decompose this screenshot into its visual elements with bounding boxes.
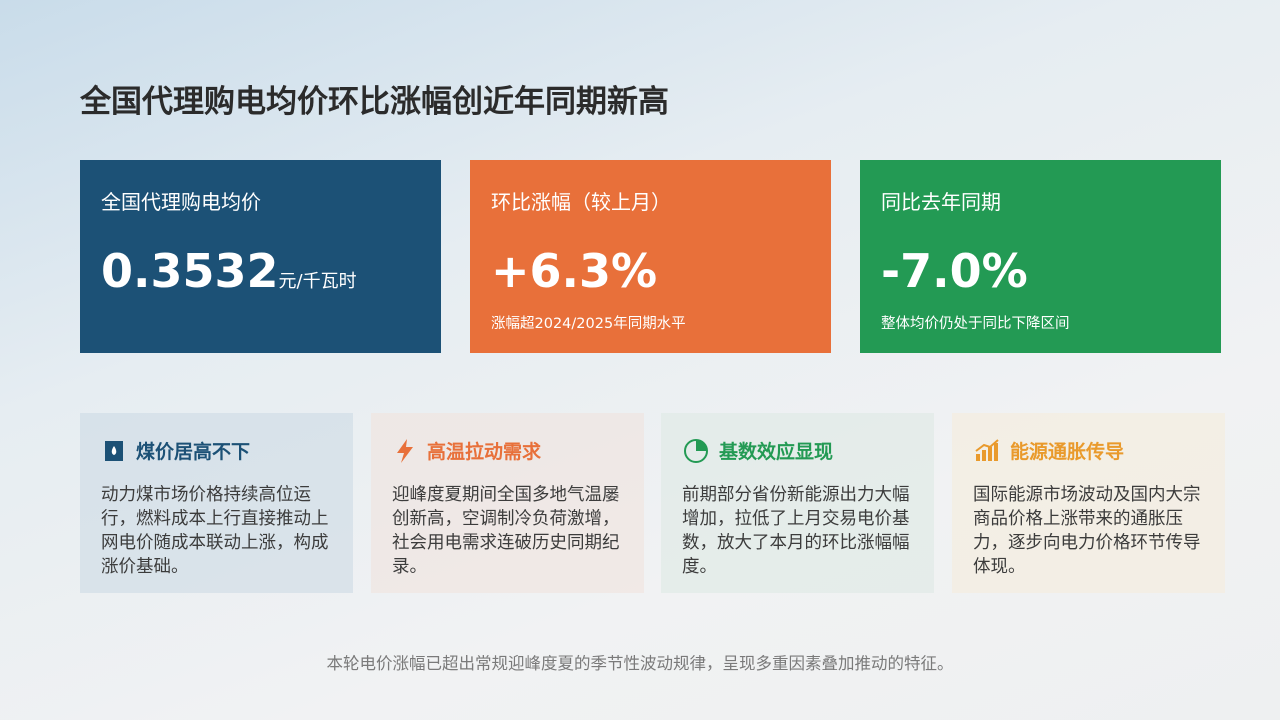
- icon: [684, 438, 708, 463]
- kpi-number: 0.3532: [101, 244, 279, 298]
- icon: [975, 438, 999, 461]
- icon: [397, 438, 413, 463]
- factor-card: 高温拉动需求 迎峰度夏期间全国多地气温屡创新高，空调制冷负荷激增，社会用电需求连…: [371, 413, 644, 593]
- kpi-label: 同比去年同期: [881, 190, 1001, 214]
- factor-card: 能源通胀传导 国际能源市场波动及国内大宗商品价格上涨带来的通胀压力，逐步向电力价…: [952, 413, 1225, 593]
- factor-head: 煤价居高不下: [102, 437, 250, 464]
- factor-title: 基数效应显现: [719, 441, 834, 463]
- factor-body: 国际能源市场波动及国内大宗商品价格上涨带来的通胀压力，逐步向电力价格环节传导体现…: [973, 485, 1201, 577]
- kpi-card: 环比涨幅（较上月） +6.3% 涨幅超2024/2025年同期水平: [470, 160, 831, 353]
- kpi-unit: 元/千瓦时: [278, 271, 357, 292]
- factor-head: 能源通胀传导: [974, 437, 1124, 464]
- factor-body: 前期部分省份新能源出力大幅增加，拉低了上月交易电价基数，放大了本月的环比涨幅幅度…: [682, 485, 910, 577]
- kpi-value: 0.3532元/千瓦时: [101, 244, 357, 298]
- icon: [105, 440, 123, 461]
- factor-card: 基数效应显现 前期部分省份新能源出力大幅增加，拉低了上月交易电价基数，放大了本月…: [661, 413, 934, 593]
- kpi-value: -7.0%: [881, 244, 1028, 298]
- kpi-card: 全国代理购电均价 0.3532元/千瓦时: [80, 160, 441, 353]
- factor-title: 高温拉动需求: [427, 441, 542, 463]
- factor-head: 高温拉动需求: [393, 437, 541, 464]
- factor-title: 能源通胀传导: [1010, 441, 1125, 463]
- kpi-note: 涨幅超2024/2025年同期水平: [491, 316, 686, 332]
- title: 全国代理购电均价环比涨幅创近年同期新高: [80, 84, 669, 120]
- kpi-card: 同比去年同期 -7.0% 整体均价仍处于同比下降区间: [860, 160, 1221, 353]
- factor-body: 迎峰度夏期间全国多地气温屡创新高，空调制冷负荷激增，社会用电需求连破历史同期纪录…: [392, 485, 620, 577]
- footer-note: 本轮电价涨幅已超出常规迎峰度夏的季节性波动规律，呈现多重因素叠加推动的特征。: [326, 654, 954, 673]
- factor-card: 煤价居高不下 动力煤市场价格持续高位运行，燃料成本上行直接推动上网电价随成本联动…: [80, 413, 353, 593]
- kpi-label: 全国代理购电均价: [101, 190, 261, 214]
- factor-title: 煤价居高不下: [136, 441, 251, 463]
- factor-body: 动力煤市场价格持续高位运行，燃料成本上行直接推动上网电价随成本联动上涨，构成涨价…: [101, 485, 329, 577]
- kpi-note: 整体均价仍处于同比下降区间: [881, 316, 1070, 332]
- factor-head: 基数效应显现: [683, 437, 833, 464]
- kpi-label: 环比涨幅（较上月）: [491, 190, 671, 214]
- kpi-value: +6.3%: [491, 244, 658, 298]
